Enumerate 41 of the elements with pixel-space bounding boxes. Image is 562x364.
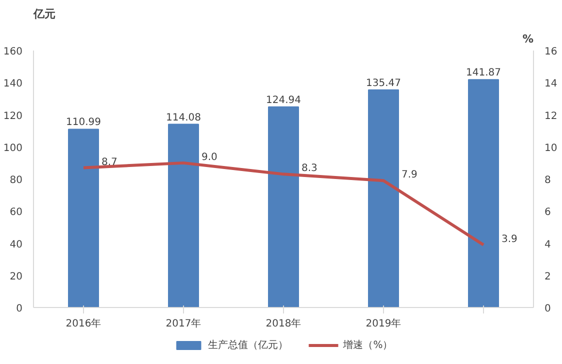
y2-tick-label: 8 bbox=[544, 175, 551, 186]
legend-label: 增速（%） bbox=[343, 338, 393, 352]
bar bbox=[468, 79, 499, 308]
data-label: 110.99 bbox=[66, 117, 102, 128]
x-tick-label: 2017年 bbox=[166, 318, 202, 330]
bar bbox=[168, 124, 199, 308]
y-tick-label: 140 bbox=[3, 78, 23, 90]
x-tick-label: 2016年 bbox=[66, 318, 102, 330]
y-tick-label: 120 bbox=[3, 110, 23, 122]
y-tick-label: 60 bbox=[10, 207, 23, 218]
data-label: 8.3 bbox=[302, 163, 318, 174]
x-tick-label: 2018年 bbox=[266, 318, 302, 330]
y2-tick-label: 6 bbox=[544, 207, 551, 218]
data-label: 135.47 bbox=[366, 78, 402, 89]
data-label: 114.08 bbox=[166, 112, 202, 124]
y2-tick-label: 12 bbox=[544, 110, 558, 122]
y-tick-label: 20 bbox=[10, 271, 23, 282]
data-label: 9.0 bbox=[202, 152, 218, 163]
y2-tick-label: 2 bbox=[544, 271, 551, 282]
y2-tick-label: 4 bbox=[544, 239, 551, 250]
y-tick-label: 100 bbox=[3, 142, 23, 154]
y-tick-label: 0 bbox=[16, 304, 23, 314]
data-label: 141.87 bbox=[466, 68, 502, 79]
y2-tick-label: 14 bbox=[544, 78, 558, 90]
y2-axis-title: % bbox=[522, 32, 534, 46]
bar bbox=[268, 106, 299, 308]
y-axis-title: 亿元 bbox=[32, 8, 56, 20]
y2-tick-label: 0 bbox=[544, 304, 551, 314]
bar bbox=[368, 89, 399, 308]
y2-tick-label: 16 bbox=[544, 46, 558, 58]
y-tick-label: 80 bbox=[10, 175, 23, 186]
x-tick-label: 2019年 bbox=[366, 318, 402, 330]
bar bbox=[68, 128, 99, 308]
y-tick-label: 40 bbox=[10, 239, 23, 250]
y2-tick-label: 10 bbox=[544, 142, 558, 154]
data-label: 3.9 bbox=[502, 234, 518, 245]
y-tick-label: 160 bbox=[3, 46, 23, 58]
data-label: 124.94 bbox=[266, 94, 302, 106]
data-label: 8.7 bbox=[102, 156, 118, 168]
data-label: 7.9 bbox=[402, 170, 418, 181]
legend-label: 生产总值（亿元） bbox=[208, 338, 288, 352]
